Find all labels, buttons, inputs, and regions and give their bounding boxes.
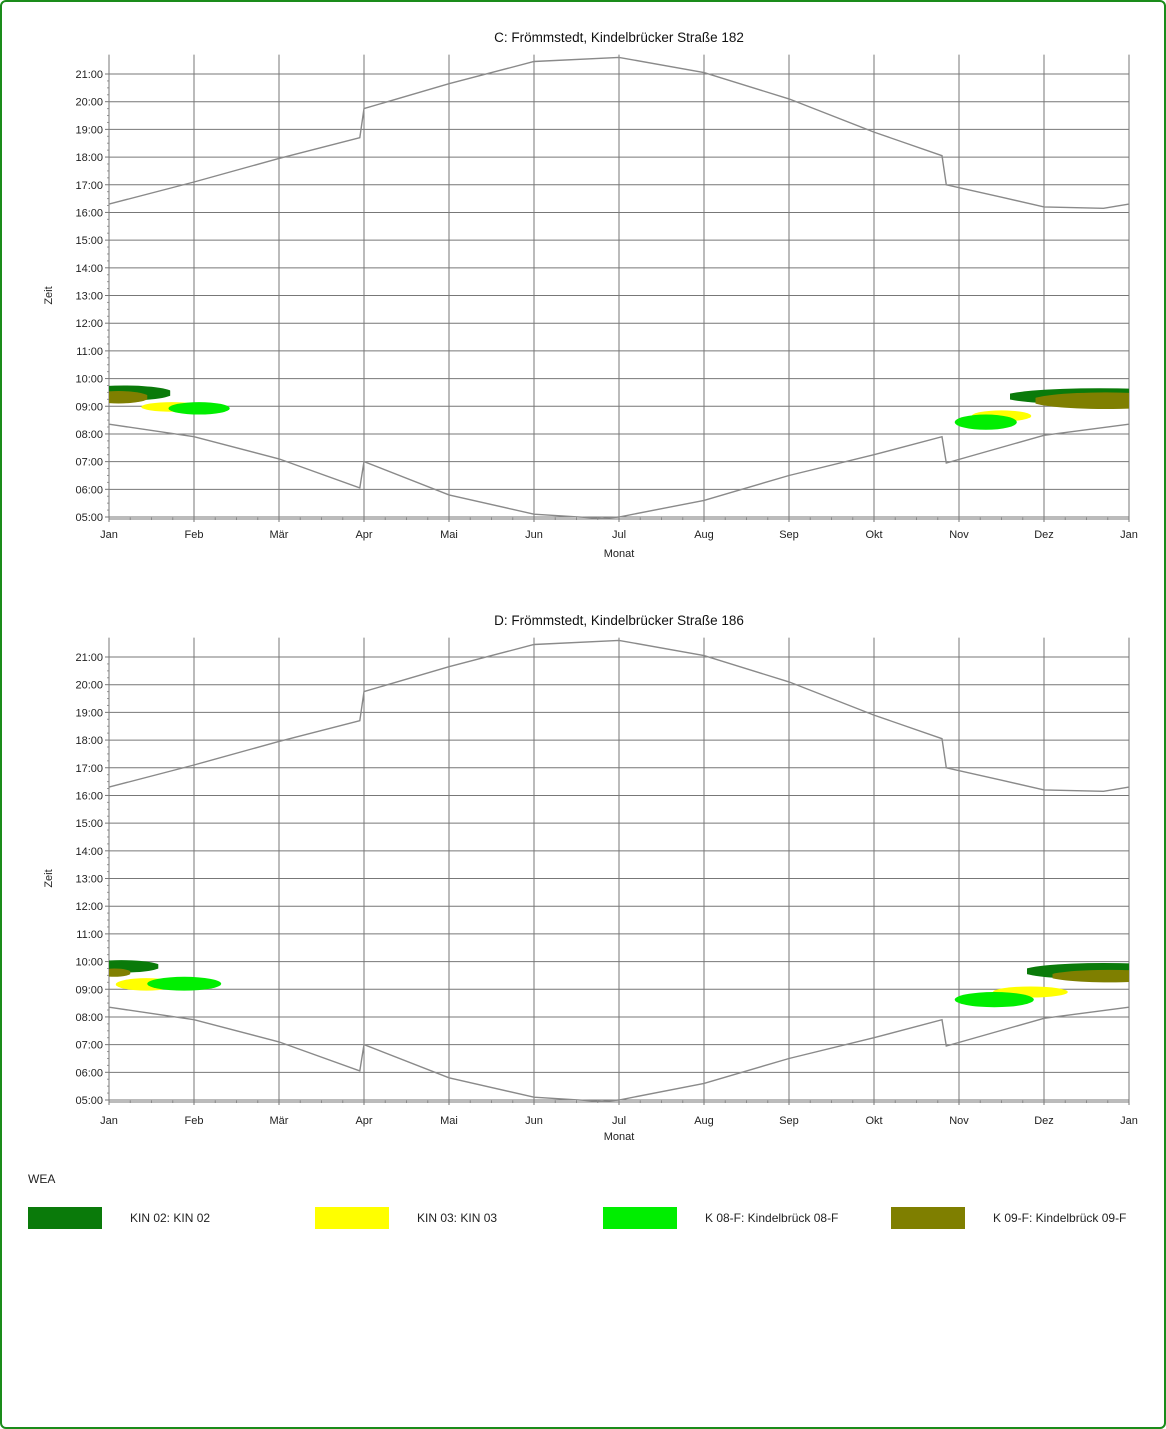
x-tick-label: Sep [779,1115,799,1127]
y-tick-label: 16:00 [75,207,103,219]
y-tick-label: 07:00 [75,1040,103,1052]
chart-c: C: Frömmstedt, Kindelbrücker Straße 182 0… [43,30,1138,560]
shadow-region [109,968,131,977]
legend-item-kin-03: KIN 03: KIN 03 [315,1206,497,1230]
shadow-region [168,402,230,415]
y-tick-label: 10:00 [75,957,103,969]
shadow-region [954,992,1034,1008]
legend-item-kin-02: KIN 02: KIN 02 [28,1206,210,1230]
x-tick-label: Apr [355,1115,372,1127]
sunrise-curve [108,423,1130,520]
y-tick-label: 06:00 [75,484,103,496]
y-tick-label: 18:00 [75,152,103,164]
legend-label-k-09-f: K 09-F: Kindelbrück 09-F [993,1211,1127,1225]
y-tick-label: 14:00 [75,846,103,858]
y-tick-label: 20:00 [75,680,103,692]
legend-label-kin-02: KIN 02: KIN 02 [130,1211,211,1225]
x-tick-label: Sep [779,529,799,541]
legend: WEA KIN 02: KIN 02 KIN 03: KIN 03 K 08-F… [28,1172,1148,1229]
y-tick-label: 18:00 [75,735,103,747]
y-tick-label: 20:00 [75,97,103,109]
y-tick-label: 13:00 [75,874,103,886]
y-tick-label: 15:00 [75,818,103,830]
x-tick-label: Dez [1034,529,1054,541]
sunset-curve [108,639,1130,793]
y-tick-label: 05:00 [75,512,103,524]
x-tick-label: Jan [1120,1115,1138,1127]
legend-label-k-08-f: K 08-F: Kindelbrück 08-F [705,1211,839,1225]
x-tick-label: Aug [694,1115,714,1127]
x-tick-label: Feb [185,1115,204,1127]
y-tick-label: 09:00 [75,984,103,996]
shadow-region [1035,392,1129,410]
shadow-region [147,976,222,991]
y-tick-label: 10:00 [75,374,103,386]
shadow-region [954,414,1017,430]
legend-swatch-kin-03 [315,1207,389,1229]
x-tick-label: Nov [949,1115,969,1127]
x-tick-label: Mär [270,529,289,541]
legend-item-k-09-f: K 09-F: Kindelbrück 09-F [891,1206,1126,1230]
y-tick-label: 21:00 [75,69,103,81]
y-tick-label: 08:00 [75,429,103,441]
y-tick-label: 05:00 [75,1095,103,1107]
legend-swatch-k-08-f [603,1207,677,1229]
y-tick-label: 19:00 [75,707,103,719]
x-tick-label: Mai [440,529,458,541]
y-tick-label: 16:00 [75,790,103,802]
legend-title: WEA [28,1172,56,1186]
y-tick-label: 17:00 [75,763,103,775]
legend-label-kin-03: KIN 03: KIN 03 [417,1211,498,1225]
y-axis-label: Zeit [43,869,55,887]
x-tick-label: Jan [100,529,118,541]
chart-title: D: Frömmstedt, Kindelbrücker Straße 186 [494,613,744,628]
legend-item-k-08-f: K 08-F: Kindelbrück 08-F [603,1206,838,1230]
legend-swatch-k-09-f [891,1207,965,1229]
x-tick-label: Jan [100,1115,118,1127]
y-tick-label: 09:00 [75,401,103,413]
x-tick-label: Feb [185,529,204,541]
x-tick-label: Jan [1120,529,1138,541]
x-tick-label: Nov [949,529,969,541]
x-tick-label: Jul [612,1115,626,1127]
y-tick-label: 07:00 [75,457,103,469]
y-axis-label: Zeit [43,286,55,304]
legend-swatch-kin-02 [28,1207,102,1229]
y-tick-label: 11:00 [76,929,103,941]
x-tick-label: Jul [612,529,626,541]
y-tick-label: 11:00 [76,346,103,358]
chart-d: D: Frömmstedt, Kindelbrücker Straße 186 0… [43,613,1138,1143]
y-tick-label: 21:00 [75,652,103,664]
y-tick-label: 13:00 [75,291,103,303]
y-tick-label: 06:00 [75,1067,103,1079]
shadow-region [109,391,148,404]
x-tick-label: Aug [694,529,714,541]
x-tick-label: Mai [440,1115,458,1127]
y-tick-label: 15:00 [75,235,103,247]
x-tick-label: Apr [355,529,372,541]
y-tick-label: 17:00 [75,180,103,192]
x-tick-label: Dez [1034,1115,1054,1127]
y-tick-label: 08:00 [75,1012,103,1024]
chart-title: C: Frömmstedt, Kindelbrücker Straße 182 [494,30,744,45]
x-tick-label: Jun [525,529,543,541]
x-axis-label: Monat [604,548,635,560]
shadow-region [1052,969,1129,983]
x-tick-label: Okt [865,1115,882,1127]
y-tick-label: 19:00 [75,124,103,136]
y-tick-label: 14:00 [75,263,103,275]
x-tick-label: Mär [270,1115,289,1127]
sunset-curve [108,56,1130,210]
x-tick-label: Okt [865,529,882,541]
sunrise-curve [108,1006,1130,1103]
x-tick-label: Jun [525,1115,543,1127]
x-axis-label: Monat [604,1131,635,1143]
y-tick-label: 12:00 [75,901,103,913]
y-tick-label: 12:00 [75,318,103,330]
